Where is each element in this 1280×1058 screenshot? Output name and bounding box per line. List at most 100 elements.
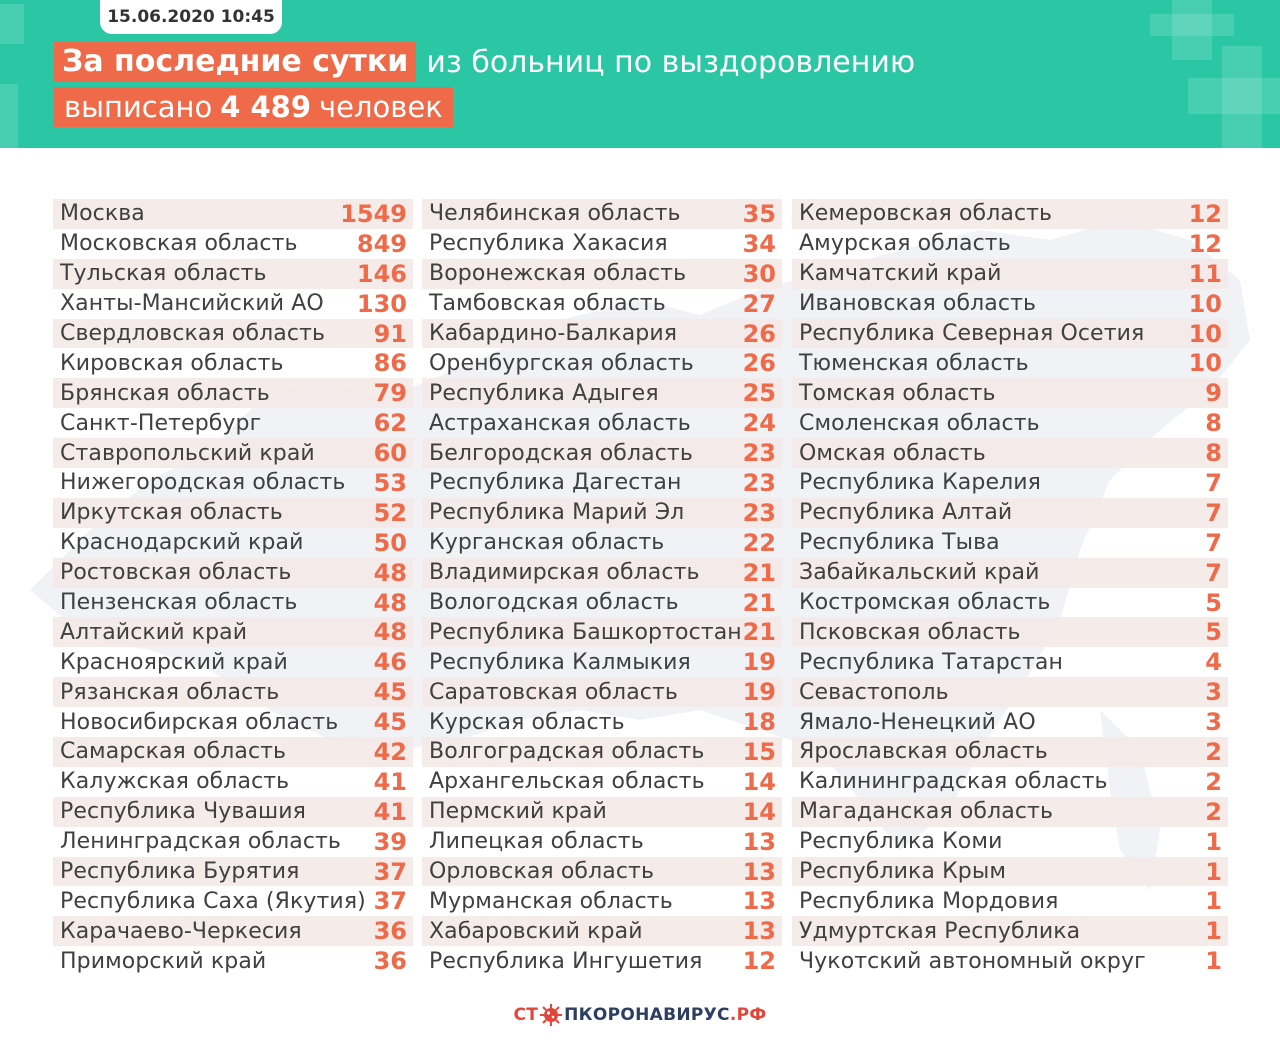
- footer-logo: СТ ПКОРОНАВИРУС .РФ: [0, 1000, 1280, 1030]
- region-discharged-count: 10: [1188, 289, 1222, 318]
- region-discharged-count: 41: [373, 797, 407, 826]
- region-discharged-count: 1: [1205, 827, 1222, 856]
- region-name: Санкт-Петербург: [60, 410, 262, 436]
- region-discharged-count: 1: [1205, 917, 1222, 946]
- region-name: Республика Мордовия: [799, 888, 1059, 914]
- region-name: Калужская область: [60, 769, 290, 795]
- region-name: Орловская область: [429, 859, 655, 885]
- region-discharged-count: 14: [742, 797, 776, 826]
- plus-decoration: [1172, 0, 1212, 60]
- region-discharged-count: 2: [1205, 797, 1222, 826]
- region-row: Пермский край 14: [422, 796, 782, 827]
- region-name: Республика Калмыкия: [429, 649, 691, 675]
- region-name: Магаданская область: [799, 799, 1054, 825]
- region-name: Республика Башкортостан: [429, 619, 742, 645]
- region-row: Республика Башкортостан 21: [422, 617, 782, 648]
- region-name: Саратовская область: [429, 679, 678, 705]
- region-discharged-count: 849: [356, 229, 407, 258]
- virus-icon: [540, 1004, 563, 1026]
- region-row: Ивановская область 10: [792, 289, 1228, 319]
- region-discharged-count: 52: [373, 498, 407, 527]
- title-people-label: человек: [319, 90, 443, 124]
- region-row: Волгоградская область 15: [422, 737, 782, 767]
- region-row: Республика Коми 1: [792, 827, 1228, 857]
- region-discharged-count: 146: [356, 259, 407, 288]
- region-discharged-count: 37: [373, 887, 407, 916]
- region-row: Республика Северная Осетия 10: [792, 318, 1228, 349]
- region-row: Карачаево-Черкесия 36: [53, 916, 413, 947]
- region-discharged-count: 21: [742, 558, 776, 587]
- region-name: Рязанская область: [60, 679, 280, 705]
- logo-text-part-1: СТ: [513, 1005, 539, 1025]
- region-row: Приморский край 36: [53, 946, 413, 976]
- region-row: Брянская область 79: [53, 378, 413, 409]
- region-row: Новосибирская область 45: [53, 707, 413, 737]
- region-row: Республика Калмыкия 19: [422, 647, 782, 677]
- region-name: Камчатский край: [799, 261, 1002, 287]
- regions-column-2: Челябинская область 35 Республика Хакасия 3…: [422, 199, 782, 976]
- region-row: Республика Карелия 7: [792, 468, 1228, 498]
- region-row: Республика Бурятия 37: [53, 856, 413, 887]
- region-discharged-count: 12: [742, 947, 776, 976]
- region-row: Архангельская область 14: [422, 767, 782, 797]
- region-discharged-count: 1: [1205, 857, 1222, 886]
- region-name: Ямало-Ненецкий АО: [799, 709, 1036, 735]
- region-row: Владимирская область 21: [422, 557, 782, 588]
- region-row: Республика Адыгея 25: [422, 378, 782, 409]
- region-name: Омская область: [799, 440, 986, 466]
- logo-text-part-3: .РФ: [729, 1005, 767, 1025]
- region-name: Челябинская область: [429, 201, 681, 227]
- region-discharged-count: 4: [1205, 648, 1222, 677]
- region-discharged-count: 30: [742, 259, 776, 288]
- region-discharged-count: 3: [1205, 708, 1222, 737]
- region-name: Ставропольский край: [60, 440, 315, 466]
- region-name: Псковская область: [799, 619, 1021, 645]
- region-row: Санкт-Петербург 62: [53, 408, 413, 438]
- region-name: Костромская область: [799, 590, 1051, 616]
- region-name: Республика Северная Осетия: [799, 321, 1145, 346]
- title-line-1: За последние сутки из больниц по выздоро…: [54, 42, 915, 82]
- region-discharged-count: 12: [1188, 229, 1222, 258]
- region-row: Республика Татарстан 4: [792, 647, 1228, 677]
- region-row: Красноярский край 46: [53, 647, 413, 677]
- region-discharged-count: 23: [742, 498, 776, 527]
- region-row: Калужская область 41: [53, 767, 413, 797]
- region-discharged-count: 5: [1205, 618, 1222, 647]
- region-discharged-count: 48: [373, 558, 407, 587]
- region-name: Томская область: [799, 380, 996, 406]
- plus-decoration: [0, 4, 24, 44]
- region-discharged-count: 19: [742, 648, 776, 677]
- region-name: Калининградская область: [799, 769, 1108, 795]
- region-name: Республика Ингушетия: [429, 948, 703, 974]
- regions-column-1: Москва 1549 Московская область 849 Тульская …: [53, 199, 413, 976]
- region-name: Красноярский край: [60, 649, 288, 675]
- region-discharged-count: 60: [373, 439, 407, 468]
- region-discharged-count: 21: [742, 618, 776, 647]
- region-discharged-count: 45: [373, 678, 407, 707]
- region-discharged-count: 10: [1188, 319, 1222, 348]
- region-discharged-count: 50: [373, 528, 407, 557]
- region-discharged-count: 36: [373, 917, 407, 946]
- region-row: Ярославская область 2: [792, 737, 1228, 767]
- region-name: Брянская область: [60, 380, 270, 406]
- region-discharged-count: 8: [1205, 439, 1222, 468]
- regions-column-3: Кемеровская область 12 Амурская область 12 К…: [792, 199, 1228, 976]
- region-row: Республика Чувашия 41: [53, 796, 413, 827]
- region-name: Республика Бурятия: [60, 859, 300, 885]
- plus-decoration: [1222, 46, 1262, 148]
- region-row: Тульская область 146: [53, 258, 413, 289]
- region-row: Республика Алтай 7: [792, 497, 1228, 528]
- region-discharged-count: 18: [742, 708, 776, 737]
- region-row: Удмуртская Республика 1: [792, 916, 1228, 947]
- region-row: Кемеровская область 12: [792, 199, 1228, 229]
- region-name: Республика Алтай: [799, 500, 1013, 526]
- region-row: Тамбовская область 27: [422, 289, 782, 319]
- region-name: Ярославская область: [799, 739, 1048, 765]
- region-discharged-count: 48: [373, 588, 407, 617]
- header-banner: 15.06.2020 10:45 За последние сутки из б…: [0, 0, 1280, 148]
- region-name: Белгородская область: [429, 440, 693, 466]
- region-row: Кабардино-Балкария 26: [422, 318, 782, 349]
- region-name: Севастополь: [799, 679, 949, 705]
- region-discharged-count: 9: [1205, 379, 1222, 408]
- region-discharged-count: 46: [373, 648, 407, 677]
